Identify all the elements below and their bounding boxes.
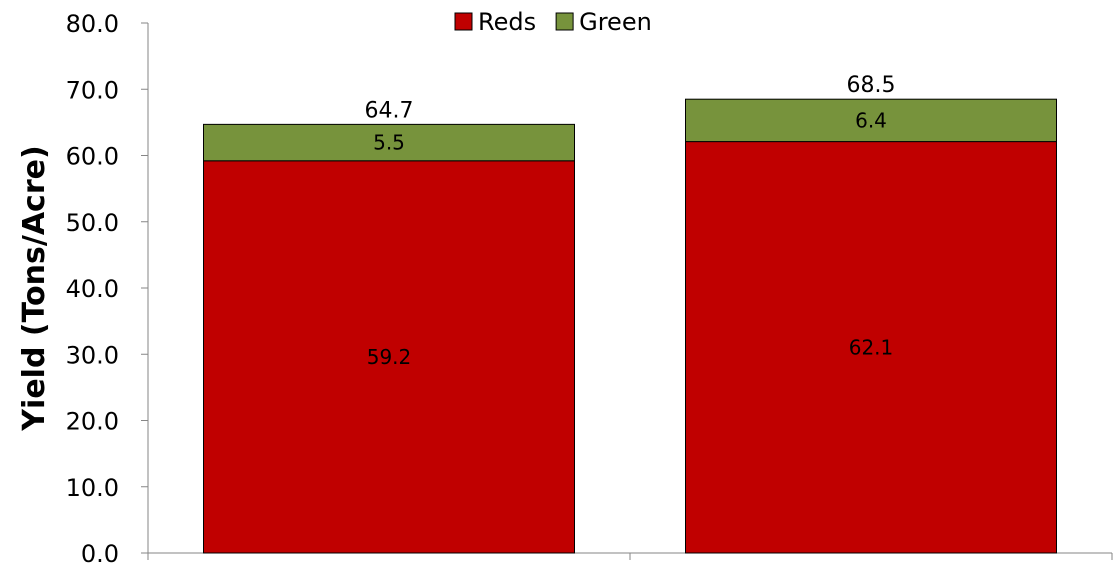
bar-segment-reds (685, 141, 1057, 554)
segment-value-label: 62.1 (849, 335, 894, 359)
y-tick-label: 50.0 (66, 209, 119, 237)
y-tick-label: 70.0 (66, 76, 119, 104)
y-tick-label: 40.0 (66, 275, 119, 303)
segment-value-label: 59.2 (367, 345, 412, 369)
y-tick-label: 10.0 (66, 474, 119, 502)
legend-swatch-green (555, 12, 574, 31)
y-tick-label: 80.0 (66, 10, 119, 38)
total-value-label: 64.7 (365, 98, 414, 123)
y-tick-label: 0.0 (81, 540, 119, 566)
y-axis-title: Yield (Tons/Acre) (17, 145, 52, 431)
y-tick-label: 30.0 (66, 341, 119, 369)
bar-segment-green (685, 98, 1057, 143)
bar-segment-reds (203, 160, 575, 554)
y-tick-label: 60.0 (66, 143, 119, 171)
bar-segment-green (203, 123, 575, 162)
legend-label-reds: Reds (478, 8, 536, 36)
segment-value-label: 5.5 (373, 131, 405, 155)
y-tick-label: 20.0 (66, 408, 119, 436)
legend-label-green: Green (579, 8, 652, 36)
total-value-label: 68.5 (847, 73, 896, 98)
legend-swatch-reds (454, 12, 473, 31)
segment-value-label: 6.4 (855, 108, 887, 132)
